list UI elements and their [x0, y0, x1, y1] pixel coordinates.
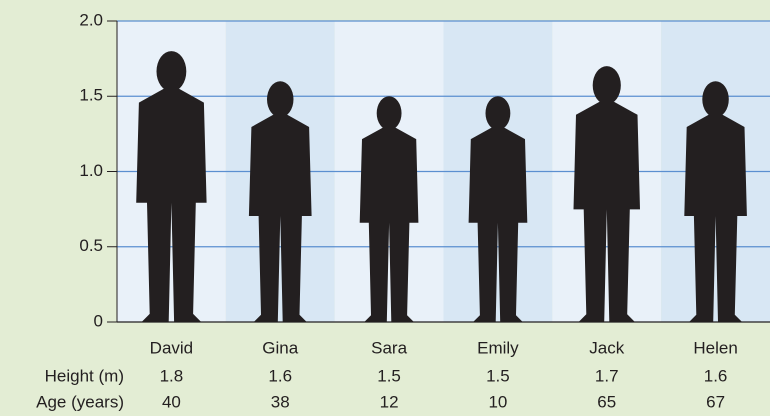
y-tick-label: 2.0	[79, 10, 103, 29]
category-label: Gina	[262, 338, 298, 357]
y-tick-label: 0.5	[79, 236, 103, 255]
person-silhouette	[248, 81, 312, 322]
age-value: 40	[162, 392, 181, 411]
age-value: 67	[706, 392, 725, 411]
height-value: 1.6	[268, 366, 292, 385]
person-silhouette	[359, 96, 419, 323]
age-value: 65	[597, 392, 616, 411]
person-silhouette	[136, 51, 207, 322]
category-label: Helen	[693, 338, 737, 357]
height-value: 1.7	[595, 366, 619, 385]
y-tick-label: 0	[94, 311, 103, 330]
age-value: 10	[488, 392, 507, 411]
person-silhouette	[468, 96, 528, 322]
category-label: Emily	[477, 338, 519, 357]
person-silhouette	[684, 81, 747, 322]
height-value: 1.6	[704, 366, 728, 385]
height-value: 1.5	[377, 366, 401, 385]
row-label: Height (m)	[45, 366, 124, 385]
category-label: David	[150, 338, 193, 357]
age-value: 12	[380, 392, 399, 411]
y-tick-label: 1.5	[79, 86, 103, 105]
height-value: 1.8	[160, 366, 184, 385]
category-label: Sara	[371, 338, 407, 357]
category-label: Jack	[589, 338, 624, 357]
person-silhouette	[573, 66, 640, 322]
row-label: Age (years)	[36, 392, 124, 411]
age-value: 38	[271, 392, 290, 411]
y-tick-label: 1.0	[79, 161, 103, 180]
height-value: 1.5	[486, 366, 510, 385]
